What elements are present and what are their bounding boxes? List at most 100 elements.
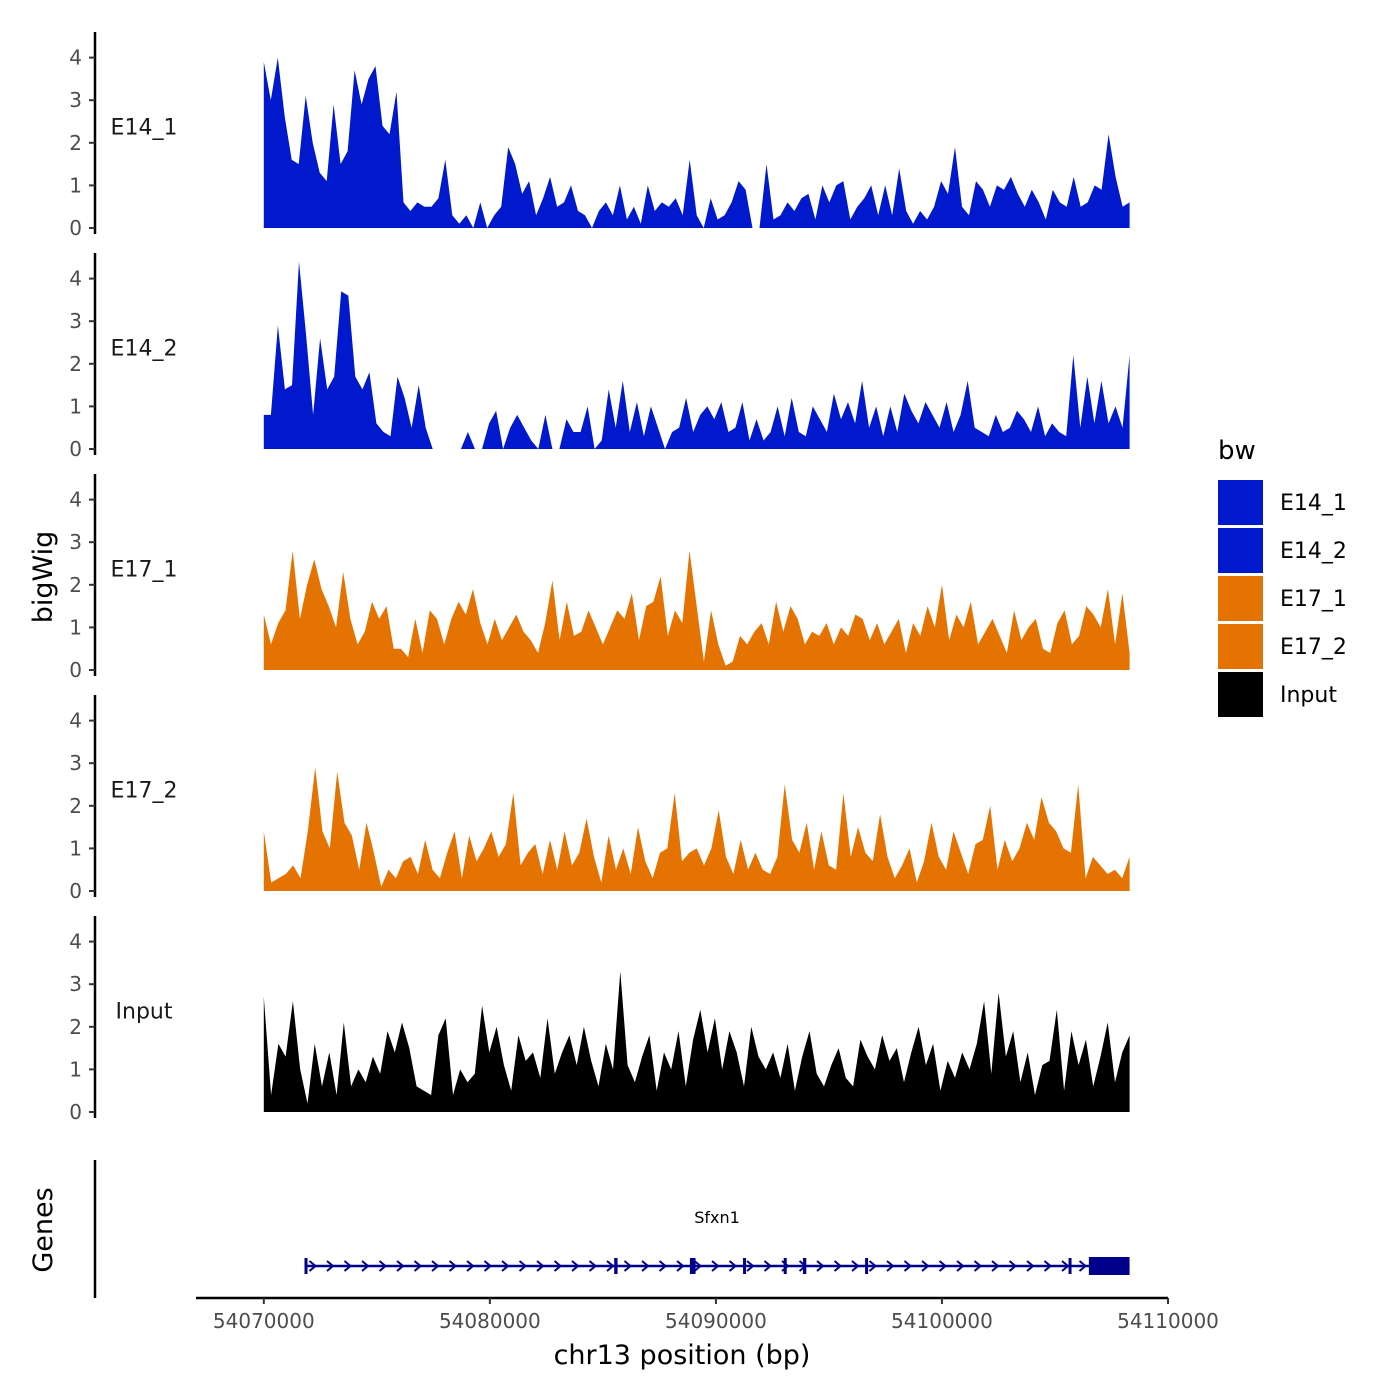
- strand-arrow: [746, 1260, 755, 1272]
- track-label: E17_1: [111, 557, 178, 582]
- gene-name-label: Sfxn1: [694, 1208, 740, 1227]
- legend-label: E17_2: [1280, 635, 1347, 660]
- signal-area: [263, 767, 1130, 891]
- y-tick-label: 2: [69, 573, 82, 597]
- strand-arrow: [326, 1260, 335, 1272]
- signal-tracks: 0 1 2 3 4 E14_1 0 1 2 3 4 E14_2 0 1 2 3 4 E17_1 0 1 2 3 4 E17_2…: [69, 32, 1130, 1124]
- signal-area: [263, 971, 1130, 1112]
- strand-arrow: [448, 1260, 458, 1272]
- y-tick-label: 4: [69, 930, 82, 954]
- y-tick-label: 0: [69, 1100, 82, 1124]
- track-e17-1: 0 1 2 3 4 E17_1: [69, 474, 1130, 682]
- y-axis-title: bigWig: [28, 531, 59, 624]
- y-tick-label: 2: [69, 352, 82, 376]
- strand-arrow: [571, 1260, 580, 1272]
- strand-arrow: [868, 1260, 878, 1272]
- strand-arrow: [763, 1260, 773, 1272]
- track-label: Input: [116, 999, 173, 1024]
- strand-arrow: [588, 1260, 598, 1272]
- strand-arrow: [833, 1260, 843, 1272]
- exon: [1088, 1257, 1130, 1275]
- strand-arrow: [851, 1260, 860, 1272]
- track-e17-2: 0 1 2 3 4 E17_2: [69, 695, 1130, 903]
- exon: [802, 1258, 807, 1274]
- strand-arrow: [466, 1260, 475, 1272]
- signal-area: [263, 261, 1130, 449]
- x-axis: 54070000 54080000 54090000 54100000 54110000: [196, 1296, 1219, 1333]
- strand-arrow: [553, 1260, 563, 1272]
- exon: [865, 1258, 869, 1274]
- y-tick-label: 3: [69, 530, 82, 554]
- exon: [689, 1258, 696, 1274]
- strand-arrow: [483, 1260, 493, 1272]
- exon: [614, 1258, 618, 1274]
- signal-area: [263, 57, 1130, 228]
- y-tick-label: 4: [69, 488, 82, 512]
- gene-track: Sfxn1: [93, 1160, 1130, 1298]
- x-axis-title: chr13 position (bp): [554, 1340, 811, 1371]
- strand-arrow: [1078, 1260, 1088, 1272]
- track-e14-1: 0 1 2 3 4 E14_1: [69, 32, 1130, 240]
- strand-arrow: [1043, 1260, 1053, 1272]
- y-tick-label: 0: [69, 658, 82, 682]
- y-tick-label: 3: [69, 88, 82, 112]
- gene-track-title: Genes: [28, 1187, 59, 1272]
- legend-label: Input: [1280, 683, 1337, 708]
- strand-arrow: [361, 1260, 370, 1272]
- y-tick-label: 3: [69, 751, 82, 775]
- legend-swatch: [1218, 528, 1263, 573]
- strand-arrow: [676, 1260, 685, 1272]
- y-tick-label: 4: [69, 709, 82, 733]
- legend-swatch: [1218, 624, 1263, 669]
- y-tick-label: 1: [69, 394, 82, 418]
- strand-arrow: [658, 1260, 668, 1272]
- y-tick-label: 2: [69, 131, 82, 155]
- y-tick-label: 0: [69, 437, 82, 461]
- exon: [1068, 1258, 1072, 1274]
- track-input: 0 1 2 3 4 Input: [69, 916, 1130, 1124]
- legend-label: E14_2: [1280, 539, 1347, 564]
- strand-arrow: [973, 1260, 983, 1272]
- y-tick-label: 1: [69, 836, 82, 860]
- strand-arrow: [378, 1260, 388, 1272]
- legend-swatch: [1218, 576, 1263, 621]
- strand-arrow: [1026, 1260, 1035, 1272]
- x-tick-label: 54070000: [213, 1309, 315, 1333]
- strand-arrow: [413, 1260, 423, 1272]
- legend-label: E14_1: [1280, 491, 1347, 516]
- y-tick-label: 2: [69, 794, 82, 818]
- strand-arrow: [711, 1260, 720, 1272]
- y-tick-label: 1: [69, 615, 82, 639]
- x-tick-label: 54110000: [1117, 1309, 1219, 1333]
- track-label: E17_2: [111, 778, 178, 803]
- track-label: E14_1: [111, 115, 178, 140]
- strand-arrow: [308, 1260, 318, 1272]
- strand-arrow: [501, 1260, 510, 1272]
- strand-arrow: [431, 1260, 440, 1272]
- exon: [743, 1258, 747, 1274]
- y-tick-label: 0: [69, 216, 82, 240]
- signal-area: [263, 550, 1130, 670]
- y-tick-label: 1: [69, 173, 82, 197]
- x-tick-label: 54090000: [665, 1309, 767, 1333]
- track-e14-2: 0 1 2 3 4 E14_2: [69, 253, 1130, 461]
- track-label: E14_2: [111, 336, 178, 361]
- strand-arrow: [343, 1260, 353, 1272]
- strand-arrow: [886, 1260, 895, 1272]
- legend-swatch: [1218, 672, 1263, 717]
- x-tick-label: 54100000: [891, 1309, 993, 1333]
- strand-arrow: [903, 1260, 913, 1272]
- legend-swatch: [1218, 480, 1263, 525]
- strand-arrow: [396, 1260, 405, 1272]
- exon: [304, 1258, 308, 1274]
- strand-arrow: [991, 1260, 1000, 1272]
- strand-arrow: [606, 1260, 615, 1272]
- strand-arrow: [816, 1260, 825, 1272]
- legend-title: bw: [1218, 436, 1256, 466]
- strand-arrow: [641, 1260, 650, 1272]
- y-tick-label: 2: [69, 1015, 82, 1039]
- y-tick-label: 4: [69, 267, 82, 291]
- strand-arrow: [536, 1260, 545, 1272]
- legend-label: E17_1: [1280, 587, 1347, 612]
